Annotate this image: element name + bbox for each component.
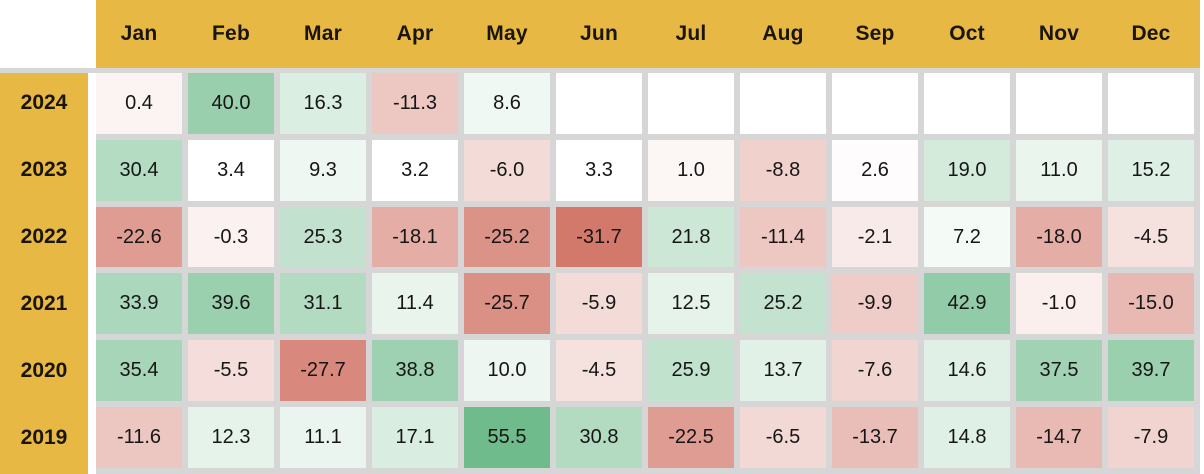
- month-header-cell: Nov: [1038, 22, 1080, 45]
- heatmap-cell: 12.5: [648, 273, 734, 335]
- heatmap-grid: 0.4 40.0 16.3 -11.3 8.6 30.4 3.4 9.3 3.2 -6.0 3.3 1…: [96, 68, 1200, 474]
- heatmap-cell: 11.4: [372, 273, 458, 335]
- month-header-cell: Dec: [1131, 22, 1171, 45]
- heatmap-cell: -6.5: [740, 407, 826, 468]
- month-header-cell: Mar: [304, 22, 342, 45]
- heatmap-cell: 39.6: [188, 273, 274, 335]
- heatmap-cell: -1.0: [1016, 273, 1102, 335]
- heatmap-cell: -4.5: [1108, 206, 1194, 268]
- heatmap-cell: 3.2: [372, 139, 458, 201]
- heatmap-cell: 38.8: [372, 340, 458, 402]
- month-header-cell: Feb: [212, 22, 250, 45]
- month-header-cell: Oct: [949, 22, 985, 45]
- heatmap-cell: -2.1: [832, 206, 918, 268]
- heatmap-cell-empty: [924, 73, 1010, 134]
- heatmap-cell-empty: [648, 73, 734, 134]
- heatmap-cell: -25.2: [464, 206, 550, 268]
- heatmap-cell: -13.7: [832, 407, 918, 468]
- heatmap-cell: -11.4: [740, 206, 826, 268]
- month-header-cell: Jul: [675, 22, 707, 45]
- heatmap-cell: 31.1: [280, 273, 366, 335]
- heatmap-cell: 30.8: [556, 407, 642, 468]
- heatmap-cell: 25.3: [280, 206, 366, 268]
- heatmap-cell: 42.9: [924, 273, 1010, 335]
- heatmap-cell: 25.9: [648, 340, 734, 402]
- heatmap-cell: -14.7: [1016, 407, 1102, 468]
- heatmap-cell: -7.6: [832, 340, 918, 402]
- year-label: 2019: [20, 425, 68, 449]
- heatmap-cell: 13.7: [740, 340, 826, 402]
- heatmap-cell: -11.6: [96, 407, 182, 468]
- month-header-cell: May: [486, 22, 528, 45]
- heatmap-cell: 14.8: [924, 407, 1010, 468]
- year-label: 2024: [20, 91, 68, 115]
- month-header-cell: Apr: [396, 22, 434, 45]
- heatmap-cell: 2.6: [832, 139, 918, 201]
- heatmap-cell: 11.1: [280, 407, 366, 468]
- heatmap-cell: -5.9: [556, 273, 642, 335]
- heatmap-cell: 15.2: [1108, 139, 1194, 201]
- heatmap-cell: -25.7: [464, 273, 550, 335]
- heatmap-cell: 17.1: [372, 407, 458, 468]
- year-label: 2021: [20, 291, 68, 315]
- heatmap-cell: -9.9: [832, 273, 918, 335]
- heatmap-cell: -22.5: [648, 407, 734, 468]
- heatmap-cell: 33.9: [96, 273, 182, 335]
- heatmap-cell: -4.5: [556, 340, 642, 402]
- heatmap-cell: 3.3: [556, 139, 642, 201]
- heatmap-cell: -31.7: [556, 206, 642, 268]
- heatmap-cell: 35.4: [96, 340, 182, 402]
- heatmap-cell: 25.2: [740, 273, 826, 335]
- heatmap-cell-empty: [556, 73, 642, 134]
- heatmap-cell: 16.3: [280, 73, 366, 134]
- heatmap-cell: 0.4: [96, 73, 182, 134]
- heatmap-cell: 40.0: [188, 73, 274, 134]
- heatmap-cell: 3.4: [188, 139, 274, 201]
- month-header-row: Jan Feb Mar Apr May Jun Jul Aug Sep Oct Nov Dec: [96, 0, 1200, 68]
- heatmap-cell: -18.1: [372, 206, 458, 268]
- year-label: 2020: [20, 358, 68, 382]
- month-header-cell: Aug: [762, 22, 804, 45]
- heatmap-cell: -22.6: [96, 206, 182, 268]
- heatmap-cell: -7.9: [1108, 407, 1194, 468]
- heatmap-cell: 30.4: [96, 139, 182, 201]
- heatmap-cell: 1.0: [648, 139, 734, 201]
- heatmap-cell: 9.3: [280, 139, 366, 201]
- heatmap-cell-empty: [1108, 73, 1194, 134]
- heatmap-cell: 8.6: [464, 73, 550, 134]
- heatmap-cell-empty: [1016, 73, 1102, 134]
- heatmap-cell: 37.5: [1016, 340, 1102, 402]
- year-column: 2024 2023 2022 2021 2020 2019: [0, 73, 88, 474]
- heatmap-cell: -11.3: [372, 73, 458, 134]
- heatmap-cell: 14.6: [924, 340, 1010, 402]
- heatmap-cell: -27.7: [280, 340, 366, 402]
- month-header-cell: Sep: [855, 22, 895, 45]
- heatmap-cell: 7.2: [924, 206, 1010, 268]
- year-label: 2022: [20, 225, 68, 249]
- heatmap-cell-empty: [832, 73, 918, 134]
- heatmap-cell: -5.5: [188, 340, 274, 402]
- heatmap-cell: -8.8: [740, 139, 826, 201]
- heatmap-cell: -6.0: [464, 139, 550, 201]
- heatmap-cell: -0.3: [188, 206, 274, 268]
- heatmap-cell: 21.8: [648, 206, 734, 268]
- heatmap-cell-empty: [740, 73, 826, 134]
- heatmap-cell: 11.0: [1016, 139, 1102, 201]
- month-header-cell: Jun: [580, 22, 618, 45]
- heatmap-cell: -18.0: [1016, 206, 1102, 268]
- year-label: 2023: [20, 158, 68, 182]
- heatmap-cell: 55.5: [464, 407, 550, 468]
- heatmap-cell: 19.0: [924, 139, 1010, 201]
- heatmap-cell: -15.0: [1108, 273, 1194, 335]
- heatmap-cell: 12.3: [188, 407, 274, 468]
- month-header-cell: Jan: [120, 22, 158, 45]
- heatmap-cell: 10.0: [464, 340, 550, 402]
- heatmap-cell: 39.7: [1108, 340, 1194, 402]
